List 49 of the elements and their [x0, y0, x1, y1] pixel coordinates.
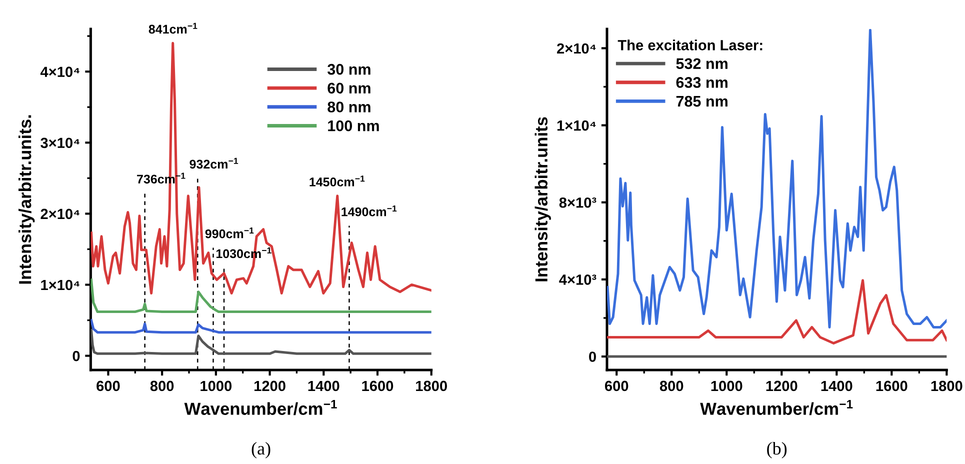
annotation: 990cm$^{−1}$ — [205, 228, 254, 238]
x-tick-label: 600 — [96, 380, 120, 392]
legend-label: 80 nm — [328, 102, 370, 112]
y-tick-label: 8×10³ — [559, 197, 596, 208]
x-tick-label: 1600 — [362, 380, 394, 392]
annotation: 841cm$^{−1}$ — [148, 22, 198, 34]
y-tick-label: 4×10³ — [559, 274, 596, 285]
legend-title: The excitation Laser: — [618, 40, 762, 50]
x-tick-label: 600 — [604, 380, 628, 392]
y-axis-title: Intensity/arbitr.units. — [18, 115, 35, 284]
x-tick-label: 1000 — [711, 380, 742, 392]
y-tick-label: 1×10⁴ — [557, 120, 596, 131]
x-axis-title: Wavenumber/cm$^{−1}$ — [700, 400, 853, 416]
x-tick-label: 1000 — [200, 380, 232, 392]
y-tick-label: 1×10⁴ — [41, 280, 80, 290]
y-axis-title: Intensity/arbitr.units — [534, 117, 551, 282]
y-tick-label: 2×10⁴ — [557, 43, 596, 54]
line-series — [606, 28, 947, 328]
x-tick-label: 1200 — [254, 380, 286, 392]
x-axis-title: Wavenumber/cm$^{−1}$ — [184, 400, 337, 416]
x-tick-label: 1400 — [821, 380, 852, 392]
annotation: 1490cm$^{−1}$ — [342, 205, 397, 216]
line-series — [90, 42, 432, 295]
y-tick-label: 0 — [589, 352, 596, 362]
annotation: 1450cm$^{−1}$ — [310, 176, 365, 186]
x-tick-label: 1200 — [766, 380, 798, 392]
line-series — [606, 279, 947, 344]
x-tick-label: 1800 — [931, 380, 962, 392]
legend-label: 785 nm — [676, 96, 728, 107]
x-tick-label: 1800 — [416, 380, 447, 392]
x-tick-label: 800 — [150, 380, 174, 392]
legend-label: 100 nm — [328, 120, 379, 132]
x-tick-label: 1600 — [876, 380, 908, 392]
legend-label: 30 nm — [327, 64, 370, 75]
text: (a) — [252, 442, 270, 458]
line-series — [90, 328, 432, 355]
x-tick-label: 1400 — [308, 380, 340, 392]
annotation: 932cm$^{−1}$ — [190, 158, 238, 169]
line-series — [90, 319, 432, 334]
legend-label: 633 nm — [676, 77, 728, 88]
y-tick-label: 3×10⁴ — [40, 138, 80, 148]
line-series — [90, 278, 432, 313]
y-tick-label: 2×10⁴ — [40, 208, 80, 220]
y-tick-label: 0 — [72, 350, 80, 362]
y-tick-label: 4×10⁴ — [40, 66, 80, 78]
legend-label: 60 nm — [328, 82, 370, 94]
text: (b) — [767, 442, 787, 458]
x-tick-label: 800 — [660, 380, 684, 392]
legend-label: 532 nm — [676, 58, 728, 70]
